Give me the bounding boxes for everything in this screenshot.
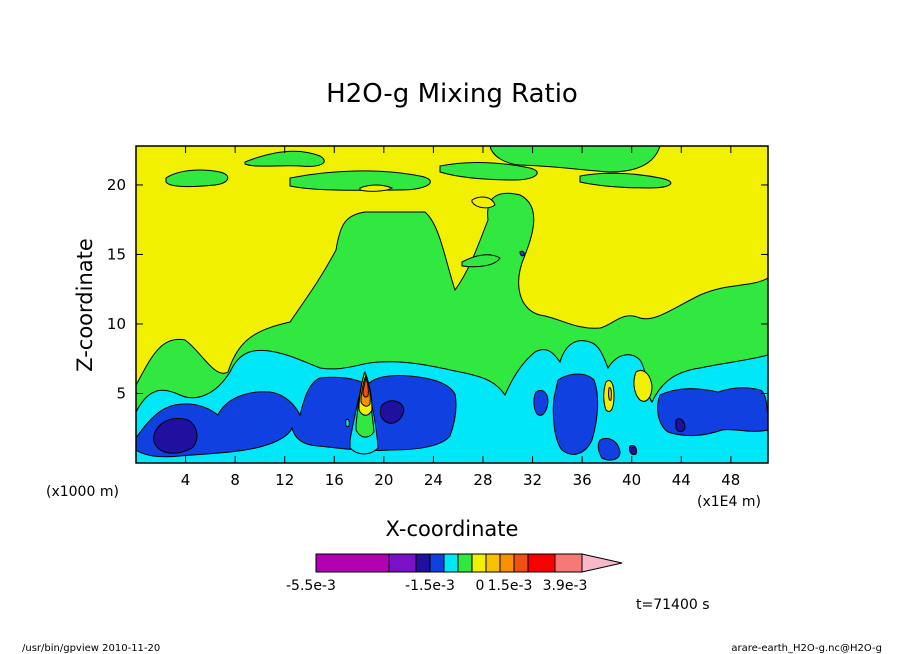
x-tick-label: 24 [424,471,443,489]
footer-right: arare-earth_H2O-g.nc@H2O-g [731,643,882,654]
contour-green-patch [439,161,538,181]
y-tick-label: 5 [116,384,126,402]
contour-green-patch [289,170,431,191]
colorbar-segment [457,553,473,573]
contour-blue-region [533,389,549,416]
contour-small-cell [345,418,350,428]
contour-darkblue-core [675,418,686,433]
contour-darkblue-core [629,445,637,455]
x-tick-label: 28 [473,471,492,489]
x-axis-title: X-coordinate [386,517,519,541]
y-tick-label: 15 [107,245,126,263]
contour-plume-red [362,376,369,398]
x-tick-label: 40 [622,471,641,489]
contour-yellow-patch [633,370,653,402]
x-tick-label: 32 [523,471,542,489]
contour-orange-patch [608,387,612,401]
x-tick-label: 12 [275,471,294,489]
x-axis: 4 8 12 16 20 24 28 32 36 40 44 48 [181,146,740,489]
x-tick-label: 16 [325,471,344,489]
colorbar-segment [471,553,487,573]
contour-darkblue-core [379,400,405,424]
x-tick-label: 48 [721,471,740,489]
contour-darkblue-core [153,417,198,454]
contour-green-patch [165,169,229,188]
contour-field [136,146,768,463]
x-tick-label: 36 [573,471,592,489]
x-tick-label: 8 [230,471,240,489]
colorbar-label: 3.9e-3 [543,578,588,594]
colorbar-arrow [581,553,623,573]
colorbar-segment [443,553,459,573]
colorbar-label: 1.5e-3 [488,578,533,594]
contour-blue-region [552,373,599,455]
x-tick-label: 44 [672,471,691,489]
x-multiplier-label: (x1E4 m) [697,494,761,510]
contour-blue-region [597,438,621,461]
y-tick-label: 10 [107,315,126,333]
colorbar-segment [388,553,417,573]
colorbar-label: -1.5e-3 [405,578,455,594]
plot-frame [135,145,769,464]
colorbar-segment [485,553,501,573]
x-tick-label: 20 [374,471,393,489]
colorbar-segment [527,553,556,573]
contour-blue-region [657,387,768,437]
contour-yellow-hole [471,196,496,209]
colorbar-segment [315,553,390,573]
colorbar-label: 0 [476,578,485,594]
colorbar-label: -5.5e-3 [286,578,336,594]
x-unit-label: (x1000 m) [46,484,119,500]
colorbar-segment [554,553,583,573]
chart-title: H2O-g Mixing Ratio [326,79,578,109]
colorbar-segment [415,553,431,573]
contour-green-patch [461,254,501,268]
contour-small-cell [519,250,525,257]
colorbar [315,553,623,573]
y-tick-label: 20 [107,176,126,194]
colorbar-segment [499,553,515,573]
contour-green-patch [579,172,672,189]
time-label: t=71400 s [636,597,710,613]
y-axis: 5 10 15 20 [107,176,768,402]
colorbar-segment [513,553,529,573]
y-axis-title: Z-coordinate [73,238,97,372]
footer-left: /usr/bin/gpview 2010-11-20 [22,643,160,654]
contour-yellow-hole [359,184,394,192]
colorbar-segment [429,553,445,573]
colorbar-labels: -5.5e-3 -1.5e-3 0 1.5e-3 3.9e-3 [286,578,587,594]
x-tick-label: 4 [181,471,191,489]
